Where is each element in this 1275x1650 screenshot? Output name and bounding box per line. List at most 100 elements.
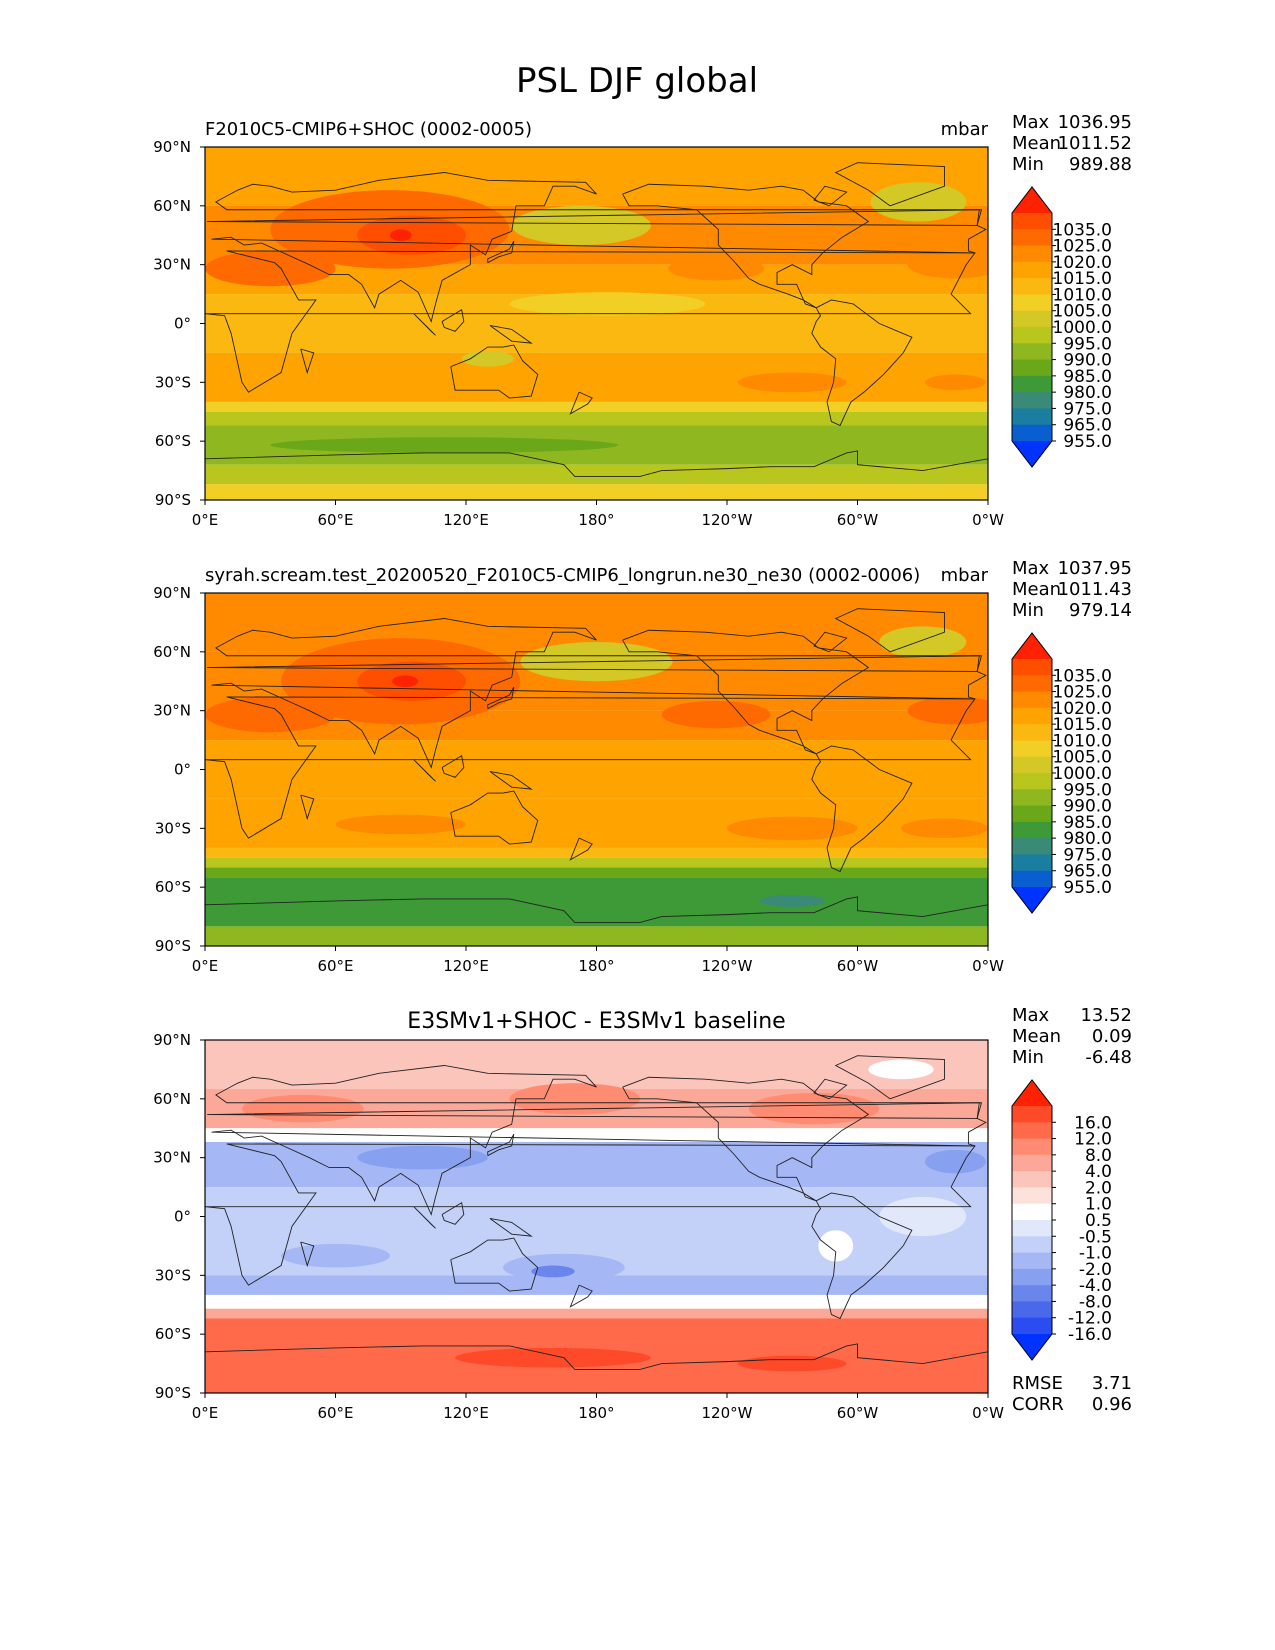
stat-max-label: Max [1012,1005,1050,1026]
coastline [811,745,913,873]
lat-tick-label: 30°S [155,1266,191,1284]
colorbar-segment [1012,1236,1052,1254]
stat-rmse-value: 3.71 [1092,1373,1132,1394]
lon-tick-label: 0°E [192,957,219,975]
colorbar-segment [1012,261,1052,279]
stat-min-label: Min [1012,154,1044,175]
contour-region [511,205,651,246]
colorbar-segment [1012,375,1052,393]
colorbar-tick-label: 1035.0 [1053,220,1112,240]
lat-tick-label: 60°N [153,643,191,661]
lat-tick-label: 60°N [153,1090,191,1108]
coastline [487,1133,515,1157]
contour-band [205,1128,988,1142]
contour-region [270,437,619,453]
lat-tick-label: 90°N [153,1031,191,1049]
colorbar-segment [1012,1171,1052,1188]
colorbar-segment [1012,1122,1052,1140]
contour-band [205,411,988,426]
lat-tick-label: 30°N [153,702,191,720]
coastline [450,1237,539,1292]
lon-tick-label: 180° [578,1404,614,1422]
coastline [450,790,539,845]
lat-tick-label: 90°S [155,937,191,955]
contour-band [205,1294,988,1309]
colorbar-segment [1012,1252,1052,1270]
colorbar-tick-label: 980.0 [1063,829,1112,849]
coastline [622,629,870,755]
colorbar-tick-label: 975.0 [1063,845,1112,865]
contour-region [661,700,771,729]
stat-rmse-label: RMSE [1012,1373,1063,1394]
coastline [813,185,848,207]
stat-mean-label: Mean [1012,1026,1061,1047]
colorbar-segment [1012,675,1052,693]
contour-region [818,1230,854,1262]
lat-tick-label: 0° [174,1208,191,1226]
lon-tick-label: 60°W [837,1404,879,1422]
lat-tick-label: 60°S [155,1325,191,1343]
colorbar-tick-label: 965.0 [1063,862,1112,882]
contour-region [455,1347,651,1368]
stat-max-value: 1037.95 [1058,558,1132,579]
contour-region [879,626,967,658]
colorbar-segment [1012,408,1052,426]
contour-region [924,1149,986,1174]
contour-region [241,1094,364,1123]
lon-tick-label: 120°W [702,1404,753,1422]
colorbar-tick-label: -1.0 [1079,1244,1112,1264]
colorbar-extend-bottom [1012,1334,1052,1360]
lon-tick-label: 0°W [972,1404,1004,1422]
colorbar-tick-label: -8.0 [1079,1292,1112,1312]
coastlines [205,1055,988,1370]
contour-band [205,740,988,799]
colorbar-segment [1012,707,1052,725]
contour-band [205,484,988,500]
coastline [834,162,945,207]
contour-region [907,696,988,725]
coastline [813,631,848,653]
coastline [207,1102,983,1119]
colorbar-segment [1012,1106,1052,1123]
colorbar-segment [1012,229,1052,247]
contour-band [205,847,988,858]
contour-region [509,292,706,316]
coastline [205,696,976,839]
map-panel-3: 90°N 60°N 30°N 0° 30°S 60°S 90°S0°E 60°E 120°E 18… [153,1005,1132,1422]
lon-tick-label: 120°W [702,511,753,529]
panel-title: F2010C5-CMIP6+SHOC (0002-0005) [205,119,532,140]
colorbar-segment [1012,1220,1052,1237]
colorbar-tick-label: 8.0 [1085,1146,1112,1166]
map-panel-2: 90°N 60°N 30°N 0° 30°S 60°S 90°S0°E 60°E 120°E 18… [153,558,1132,975]
colorbar-tick-label: 1000.0 [1053,764,1112,784]
contour-band [205,593,988,652]
coastline [413,313,436,336]
coastline [300,1241,315,1268]
colorbar-tick-label: -16.0 [1068,1325,1112,1345]
coastline [622,1076,870,1202]
colorbar-extend-bottom [1012,441,1052,467]
colorbar-tick-label: 1010.0 [1053,731,1112,751]
contour-region [868,1059,934,1080]
colorbar: 16.012.08.04.02.01.00.5-0.5-1.0-2.0-4.0-… [1011,1079,1112,1361]
colorbar-tick-label: -0.5 [1079,1227,1112,1247]
stat-min-value: 989.88 [1069,154,1132,175]
coastline [834,1055,945,1100]
colorbar-tick-label: 1020.0 [1053,699,1112,719]
colorbar-segment [1012,1317,1052,1335]
coastline [441,309,465,332]
coastline [569,837,593,861]
lon-tick-label: 0°E [192,511,219,529]
lat-tick-label: 30°S [155,819,191,837]
lon-tick-label: 60°W [837,511,879,529]
lat-tick-label: 60°N [153,197,191,215]
colorbar-segment [1012,789,1052,807]
colorbar-tick-label: -2.0 [1079,1260,1112,1280]
colorbar-tick-label: 985.0 [1063,813,1112,833]
colorbar-segment [1012,343,1052,361]
stat-mean-label: Mean [1012,133,1061,154]
colorbar-segment [1012,740,1052,758]
lon-tick-label: 120°E [443,957,489,975]
stat-min-label: Min [1012,1047,1044,1068]
colorbar-tick-label: 1000.0 [1053,318,1112,338]
